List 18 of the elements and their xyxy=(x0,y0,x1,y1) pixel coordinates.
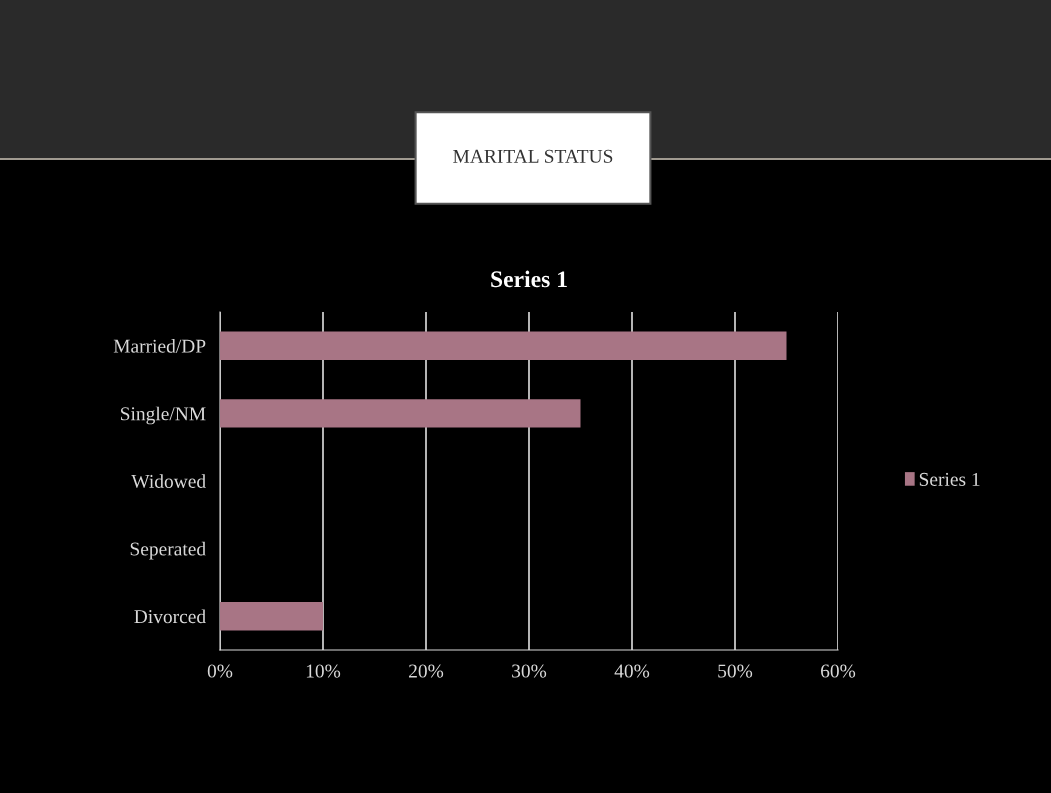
x-tick-label: 20% xyxy=(409,664,444,678)
y-tick-label: Seperated xyxy=(130,541,206,560)
chart-subtitle: Series 1 xyxy=(491,270,567,288)
y-tick-label: Divorced xyxy=(134,609,206,624)
x-tick-label: 40% xyxy=(614,664,650,678)
y-tick-label: Widowed xyxy=(131,474,206,489)
y-tick-label: Married/DP xyxy=(113,339,206,353)
chart-title: MARITAL STATUS xyxy=(453,149,613,163)
bar xyxy=(220,602,323,631)
x-tick-label: 50% xyxy=(718,664,753,678)
x-tick-label: 30% xyxy=(512,664,547,678)
bar xyxy=(220,331,787,360)
x-tick-label: 60% xyxy=(821,664,856,678)
x-tick-label: 0% xyxy=(207,664,233,678)
bar xyxy=(220,399,581,428)
legend-label: Series 1 xyxy=(919,472,980,486)
x-tick-label: 10% xyxy=(306,664,341,678)
y-tick-label: Single/NM xyxy=(120,406,206,425)
